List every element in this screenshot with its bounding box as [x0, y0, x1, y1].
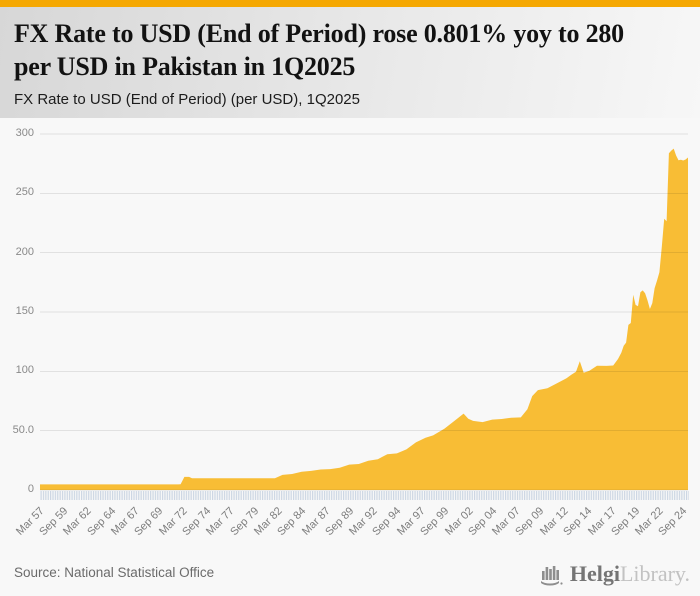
bar-chart-icon — [540, 566, 563, 586]
y-axis-label: 0 — [27, 483, 34, 495]
chart-title-line1: FX Rate to USD (End of Period) rose 0.80… — [14, 19, 624, 48]
top-accent-bar — [0, 0, 700, 7]
footer: Source: National Statistical Office Helg… — [0, 552, 700, 596]
chart-title-line2: per USD in Pakistan in 1Q2025 — [14, 52, 356, 81]
header: FX Rate to USD (End of Period) rose 0.80… — [0, 7, 700, 118]
helgilibrary-logo[interactable]: Helgi Library. — [539, 558, 690, 590]
y-axis-label: 200 — [15, 245, 34, 258]
y-axis-label: 250 — [15, 186, 34, 199]
chart-title: FX Rate to USD (End of Period) rose 0.80… — [14, 17, 694, 83]
source-text: Source: National Statistical Office — [14, 565, 215, 580]
y-axis-label: 50.0 — [12, 423, 34, 436]
y-axis-label: 100 — [15, 364, 34, 377]
y-axis-label: 300 — [15, 127, 34, 139]
logo-text-helgi: Helgi — [569, 561, 620, 586]
y-axis-label: 150 — [15, 305, 34, 317]
logo-text-library: Library. — [619, 561, 690, 586]
chart-subtitle: FX Rate to USD (End of Period) (per USD)… — [14, 91, 360, 108]
